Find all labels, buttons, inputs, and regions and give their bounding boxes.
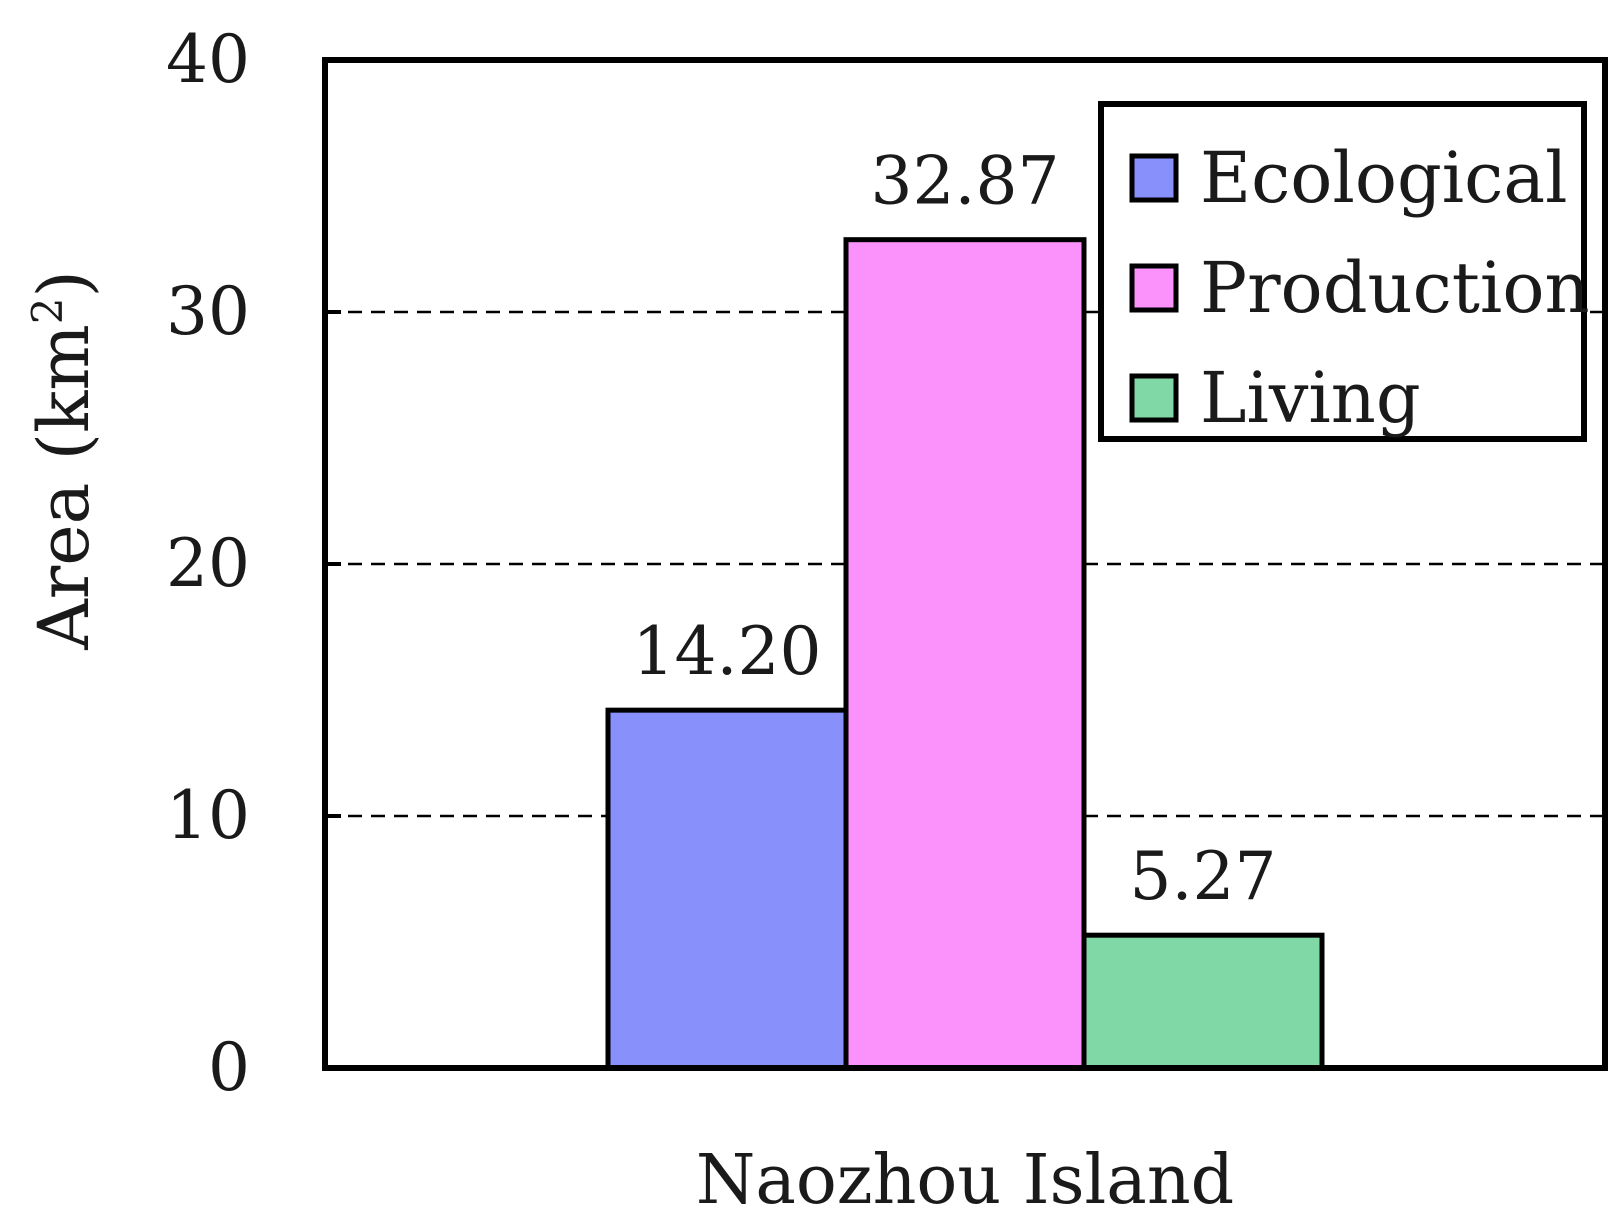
legend-swatch-production: [1129, 263, 1179, 313]
legend-label-living: Living: [1200, 357, 1421, 439]
plot-frame: [322, 57, 1608, 1071]
y-tick-label-0: 0: [208, 1029, 250, 1106]
legend-swatch-living: [1129, 373, 1179, 423]
legend-label-ecological: Ecological: [1200, 137, 1568, 219]
x-axis-label: Naozhou Island: [696, 1141, 1234, 1220]
y-tick-label-10: 10: [166, 777, 250, 854]
bars: [605, 237, 1325, 1071]
bar-living: [1081, 932, 1325, 1071]
y-axis-label-close: ): [23, 270, 105, 297]
data-label-production: 32.87: [871, 143, 1060, 220]
y-axis-label-superscript: 2: [23, 298, 72, 325]
y-tick-label-40: 40: [166, 21, 250, 98]
legend-box: [1098, 101, 1587, 442]
data-label-living: 5.27: [1130, 838, 1277, 915]
bar-ecological: [605, 707, 849, 1071]
y-tick-label-20: 20: [166, 525, 250, 602]
data-labels: 14.20 32.87 5.27: [633, 143, 1277, 916]
bar-production: [843, 237, 1087, 1071]
data-label-ecological: 14.20: [633, 613, 822, 690]
y-tick-label-30: 30: [166, 273, 250, 350]
y-axis-label: Area (km2): [23, 270, 105, 651]
legend: Ecological Production Living: [1098, 101, 1590, 442]
y-axis-label-main: Area (km: [23, 324, 105, 651]
legend-swatch-ecological: [1129, 153, 1179, 203]
legend-label-production: Production: [1200, 247, 1590, 329]
y-axis-ticks: 0 10 20 30 40: [166, 21, 341, 1106]
